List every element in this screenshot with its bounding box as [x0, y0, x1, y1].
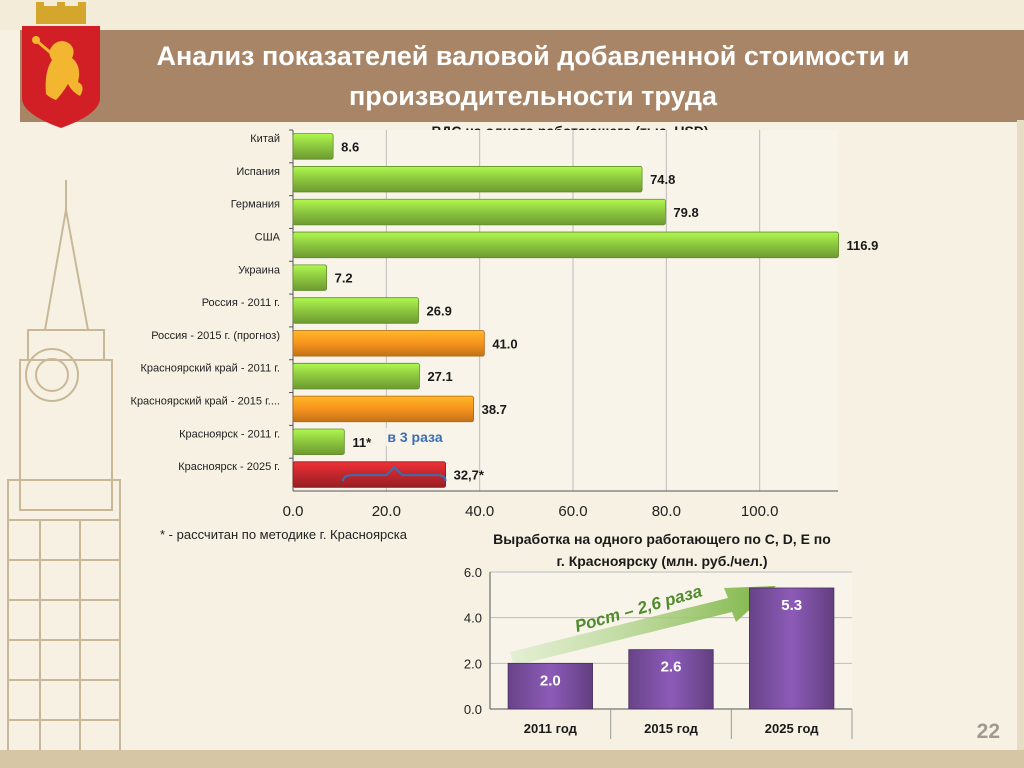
chart1-value-label: 116.9 [847, 238, 879, 253]
top-strip [0, 0, 1024, 30]
clock-tower-icon [7, 180, 121, 768]
chart1-bar [292, 330, 485, 357]
right-strip [1017, 120, 1024, 750]
chart1-bar [292, 395, 475, 423]
chart1-bar [292, 166, 643, 193]
chart1-xtick-label: 80.0 [652, 503, 681, 520]
bottom-strip [0, 750, 1024, 768]
chart1-annotation-bg [386, 428, 444, 446]
chart1-xtick-label: 60.0 [558, 503, 587, 520]
chart1-xtick-label: 100.0 [741, 503, 779, 520]
chart1-value-label: 32,7* [454, 468, 485, 483]
chart1-value-label: 8.6 [341, 139, 359, 154]
chart1-value-label: 74.8 [650, 172, 675, 187]
chart1-category-label: Красноярский край - 2011 г. [141, 363, 280, 375]
chart1-category-label: Красноярск - 2025 г. [178, 461, 280, 473]
chart2-title-line1: Выработка на одного работающего по C, D,… [493, 531, 831, 547]
chart1-category-label: США [255, 231, 281, 243]
page-title: Анализ показателей валовой добавленной с… [156, 41, 910, 111]
chart1-bracket [342, 465, 447, 482]
chart1-bar [292, 231, 839, 259]
chart1-bar [292, 297, 419, 324]
chart1-category-label: Россия - 2015 г. (прогноз) [151, 330, 280, 342]
chart1-value-label: 11* [352, 435, 372, 450]
footnote: * - рассчитан по методике г. Красноярска [160, 527, 407, 542]
chart1-value-label: 27.1 [427, 369, 452, 384]
page-number: 22 [976, 720, 1000, 743]
chart1-value-label: 79.8 [673, 205, 698, 220]
chart1-xtick-label: 0.0 [283, 503, 304, 520]
chart1-annotation: в 3 раза [387, 429, 442, 445]
chart1-category-label: Красноярск - 2011 г. [179, 428, 280, 440]
chart1-bar [292, 264, 327, 291]
chart2-title-line2: г. Красноярску (млн. руб./чел.) [556, 553, 768, 569]
chart2-title: Выработка на одного работающего по C, D,… [452, 528, 872, 572]
chart1-value-label: 26.9 [427, 304, 452, 319]
krasnoyarsk-coat-of-arms-icon [22, 2, 100, 128]
chart1-xtick-label: 20.0 [372, 503, 401, 520]
chart1-bar [292, 133, 334, 160]
chart1-category-label: Китай [250, 133, 280, 145]
chart1-category-label: Россия - 2011 г. [202, 297, 280, 309]
chart1-category-label: Красноярский край - 2015 г.... [131, 396, 280, 408]
chart1-xtick-label: 40.0 [465, 503, 494, 520]
chart1-value-label: 38.7 [482, 402, 507, 417]
chart1-bar [292, 198, 666, 226]
chart1-category-label: Испания [236, 166, 280, 178]
chart1-value-label: 41.0 [492, 336, 517, 351]
chart1-bar [292, 362, 420, 390]
chart1-category-label: Украина [238, 264, 281, 276]
chart1-category-label: Германия [231, 199, 280, 211]
chart1-value-label: 7.2 [335, 271, 353, 286]
chart1-bar [292, 428, 345, 455]
header-band [20, 30, 1024, 122]
